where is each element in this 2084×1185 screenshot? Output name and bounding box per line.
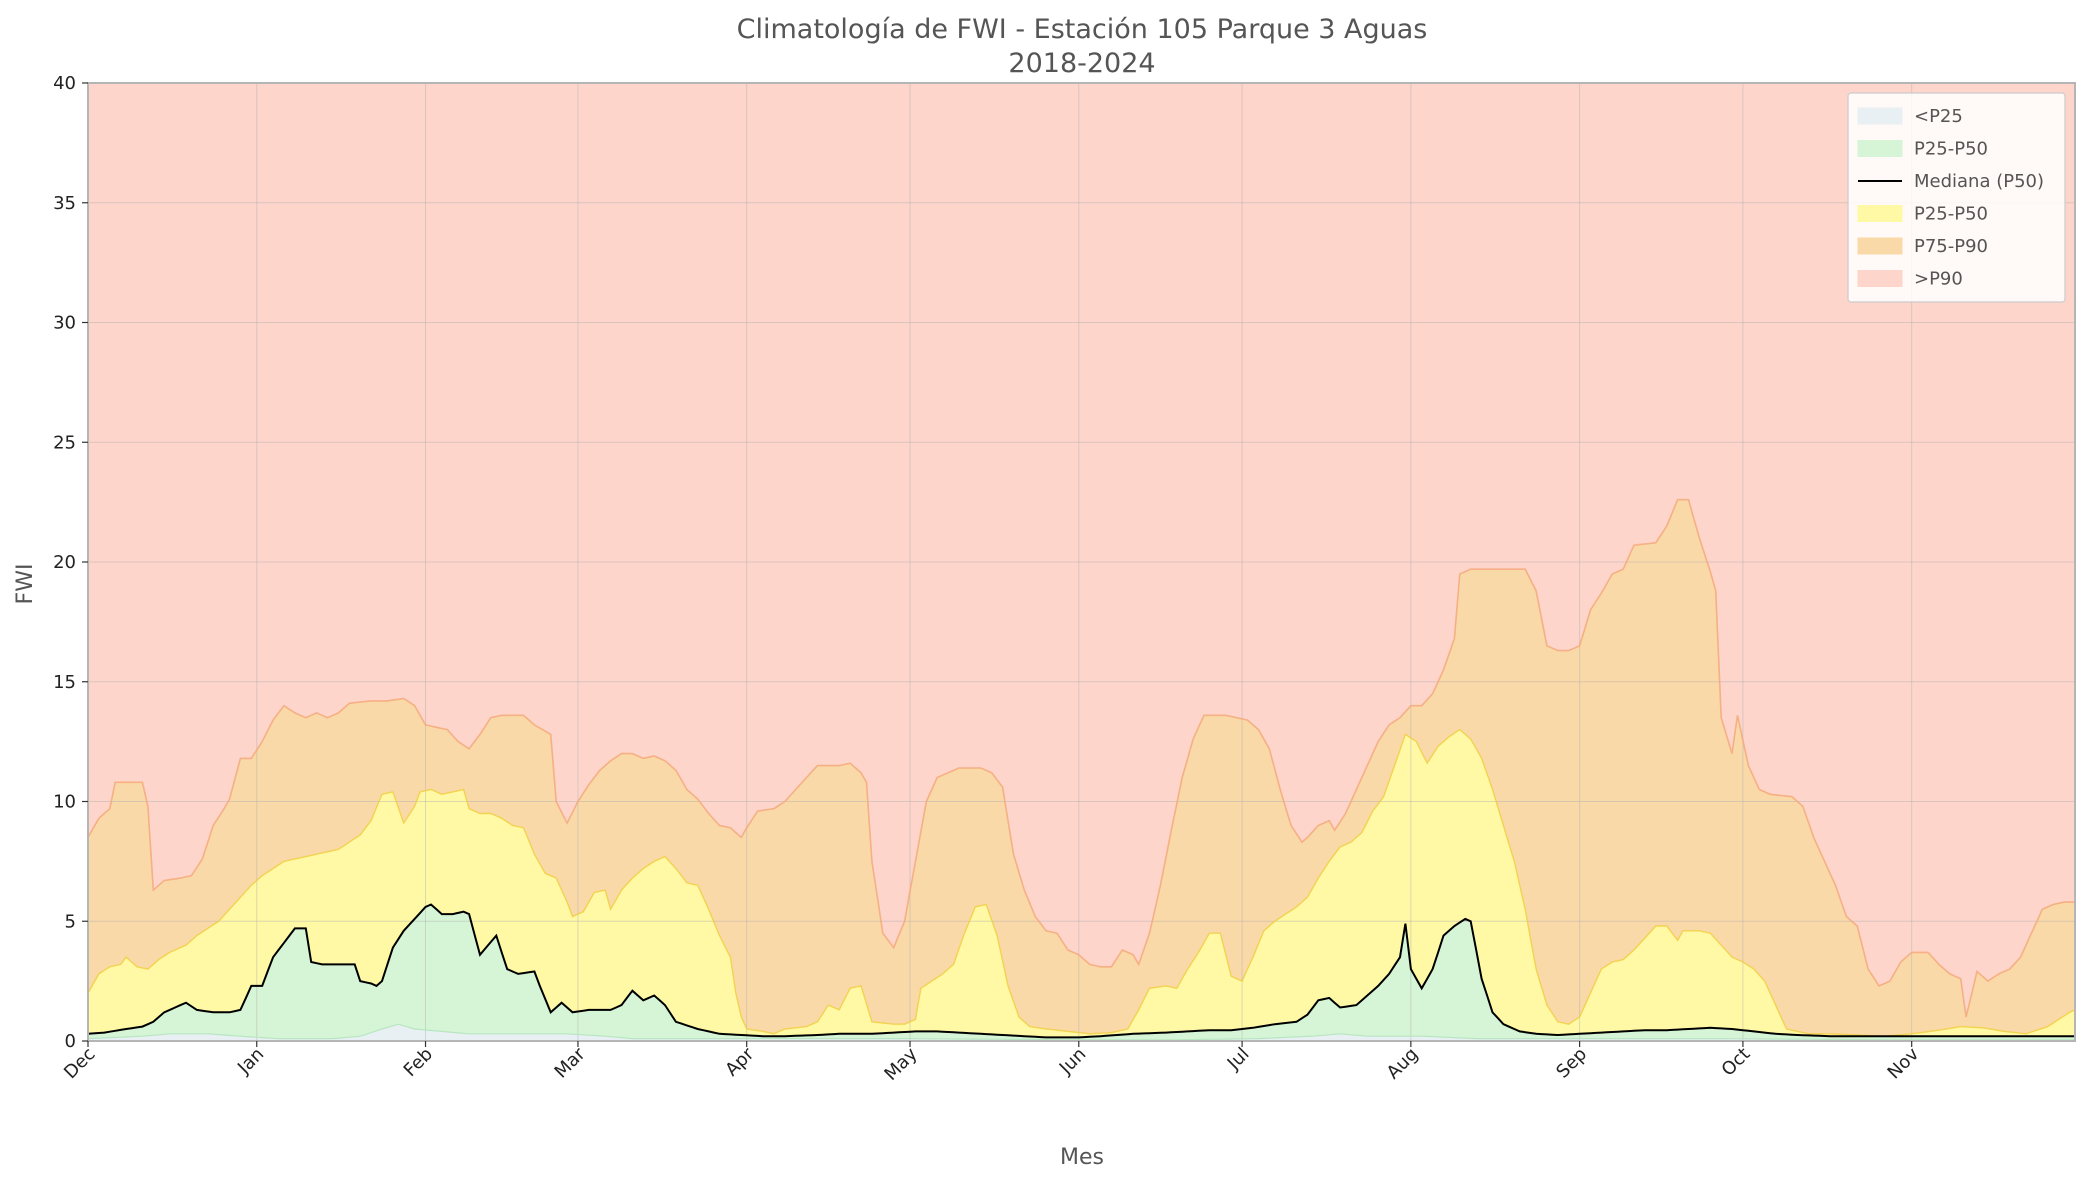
x-tick-label: Apr bbox=[721, 1043, 758, 1080]
chart-subtitle: 2018-2024 bbox=[1008, 48, 1155, 79]
bands-group bbox=[88, 83, 2075, 1041]
chart-title: Climatología de FWI - Estación 105 Parqu… bbox=[737, 14, 1428, 45]
series-line-median bbox=[88, 903, 2075, 1039]
y-tick-label: 25 bbox=[53, 432, 76, 453]
series-line-p90 bbox=[88, 498, 2075, 1018]
y-tick-label: 35 bbox=[53, 193, 76, 214]
x-axis-label: Mes bbox=[1060, 1145, 1104, 1170]
y-tick-label: 30 bbox=[53, 313, 76, 334]
x-tick-label: Oct bbox=[1718, 1044, 1755, 1081]
legend-label: P25-P50 bbox=[1914, 204, 1988, 225]
legend-swatch bbox=[1857, 205, 1903, 222]
legend-swatch bbox=[1857, 140, 1903, 157]
legend: <P25 P25-P50 Mediana (P50) P25-P50 P75-P90 >P… bbox=[1847, 92, 2066, 303]
legend-swatch bbox=[1857, 237, 1903, 255]
x-tick-label: Jun bbox=[1055, 1044, 1090, 1079]
x-tick-label: Aug bbox=[1383, 1044, 1423, 1084]
x-tick-label: May bbox=[880, 1043, 921, 1084]
band-p50-p75 bbox=[88, 729, 2075, 1038]
x-tick-label: Mar bbox=[551, 1043, 590, 1082]
legend-label: P25-P50 bbox=[1914, 139, 1988, 160]
series-line-p75 bbox=[88, 728, 2075, 1037]
y-tick-label: 40 bbox=[53, 73, 76, 94]
y-tick-label: 10 bbox=[53, 792, 76, 813]
legend-label: >P90 bbox=[1914, 269, 1963, 290]
legend-swatch bbox=[1857, 270, 1903, 287]
y-tick-label: 0 bbox=[65, 1031, 76, 1052]
x-tick-label: Jul bbox=[1223, 1044, 1254, 1075]
y-tick-label: 20 bbox=[53, 552, 76, 573]
legend-swatch bbox=[1857, 107, 1903, 125]
band-p25-p50 bbox=[88, 904, 2075, 1040]
y-tick-label: 15 bbox=[53, 672, 76, 693]
band-above-p90 bbox=[88, 83, 2075, 1017]
legend-label: Mediana (P50) bbox=[1914, 171, 2044, 192]
band-p75-p90 bbox=[88, 499, 2075, 1037]
series-line-p25 bbox=[88, 1023, 2075, 1041]
y-tick-label: 5 bbox=[65, 911, 76, 932]
legend-label: P75-P90 bbox=[1914, 236, 1988, 257]
x-tick-label: Jan bbox=[233, 1044, 268, 1079]
x-tick-label: Feb bbox=[400, 1044, 437, 1081]
band-below-p25 bbox=[88, 1024, 2075, 1041]
y-axis-label: FWI bbox=[13, 564, 38, 605]
x-tick-label: Sep bbox=[1552, 1044, 1591, 1083]
legend-label: <P25 bbox=[1914, 106, 1963, 127]
x-tick-label: Nov bbox=[1884, 1043, 1924, 1083]
